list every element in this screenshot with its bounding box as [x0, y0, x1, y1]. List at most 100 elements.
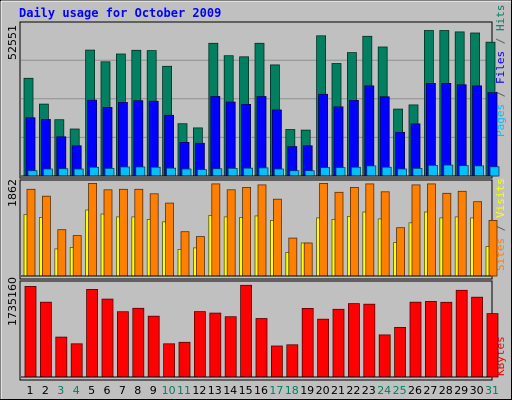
- kbytes-bar: [270, 345, 283, 378]
- pages-bar: [427, 164, 438, 177]
- kbytes-bar: [455, 289, 468, 378]
- day-label: 29: [454, 384, 468, 397]
- legend-hits: Hits: [494, 5, 507, 32]
- day-label: 11: [177, 384, 191, 397]
- pages-bar: [397, 168, 408, 177]
- sites-bar: [426, 183, 436, 277]
- day-label: 7: [119, 384, 126, 397]
- files-bar: [364, 85, 375, 177]
- files-bar: [25, 117, 36, 177]
- pages-bar: [73, 168, 84, 177]
- pages-bar: [350, 166, 361, 177]
- kbytes-bar: [55, 336, 68, 378]
- sites-bar: [149, 193, 159, 277]
- pages-bar: [104, 167, 115, 177]
- pages-bar: [335, 167, 346, 177]
- files-bar: [41, 119, 51, 177]
- sites-bar: [211, 183, 221, 277]
- files-bar: [472, 85, 483, 177]
- files-bar: [118, 102, 128, 177]
- day-labels: 1 2 3 4 5 6 7 8 9 10 11 12 13 14 15 16 17 18 19 20 21 22 23 24 2…: [27, 384, 500, 397]
- sites-bar: [334, 191, 344, 277]
- day-label: 19: [300, 384, 314, 397]
- pages-bar: [89, 166, 99, 177]
- pages-bar: [366, 165, 377, 177]
- day-label: 28: [439, 384, 453, 397]
- day-label: 1: [27, 384, 34, 397]
- sites-bar: [134, 188, 144, 277]
- sites-bar: [26, 188, 36, 277]
- kbytes-bar: [193, 311, 206, 378]
- files-bar: [241, 104, 252, 177]
- sites-bar: [411, 184, 421, 277]
- sites-bar: [272, 198, 282, 277]
- files-bar: [456, 84, 467, 177]
- chart-title: Daily usage for October 2009: [19, 6, 221, 20]
- day-label: 9: [150, 384, 157, 397]
- day-label: 4: [73, 384, 80, 397]
- day-label: 14: [223, 384, 237, 397]
- pages-bar: [443, 164, 454, 177]
- kbytes-bar: [209, 312, 222, 378]
- kbytes-bar: [301, 307, 314, 378]
- kbytes-bar: [317, 318, 330, 378]
- sites-bar: [457, 190, 467, 277]
- sites-bar: [473, 201, 483, 277]
- kbytes-bar: [332, 308, 345, 378]
- sites-bar: [396, 227, 406, 277]
- kbytes-bar: [101, 298, 114, 378]
- pages-bar: [289, 170, 300, 177]
- pages-bar: [135, 166, 146, 177]
- files-bar: [271, 109, 282, 177]
- hits-ymax-label: 52551: [6, 25, 19, 60]
- files-bar: [333, 106, 344, 177]
- pages-bar: [196, 169, 207, 177]
- kbytes-bar: [347, 303, 360, 378]
- files-bar: [256, 96, 267, 177]
- kbytes-bar: [440, 301, 453, 378]
- kbytes-ymax-label: 1735160: [6, 277, 19, 326]
- day-label: 30: [470, 384, 484, 397]
- kbytes-bar: [363, 303, 376, 378]
- pages-bar: [181, 168, 192, 177]
- kbytes-bar: [394, 326, 407, 378]
- kbytes-bar: [132, 307, 145, 378]
- legend-sep: /: [494, 31, 507, 51]
- sites-bar: [165, 202, 175, 277]
- sites-bar: [349, 186, 359, 277]
- pages-bar: [320, 167, 331, 177]
- sites-bar: [103, 189, 113, 277]
- day-label: 3: [57, 384, 64, 397]
- day-label: 21: [331, 384, 345, 397]
- day-label: 23: [362, 384, 376, 397]
- day-label: 25: [393, 384, 407, 397]
- kbytes-bar: [409, 301, 422, 378]
- kbytes-bar: [163, 343, 176, 378]
- sites-bar: [195, 236, 205, 277]
- legend-visits: Visits: [494, 178, 507, 218]
- pages-bar: [150, 166, 161, 177]
- pages-bar: [43, 168, 53, 177]
- sites-bar: [442, 192, 452, 277]
- pages-bar: [243, 167, 254, 177]
- files-bar: [379, 96, 390, 177]
- sites-bar: [180, 231, 190, 277]
- day-label: 10: [162, 384, 176, 397]
- sites-bar: [226, 189, 236, 277]
- kbytes-bar: [378, 334, 391, 378]
- files-bar: [164, 114, 175, 177]
- pages-bar: [166, 167, 177, 177]
- pages-bar: [489, 166, 500, 177]
- visits-ymax-label: 1862: [6, 179, 19, 207]
- sites-bar: [319, 182, 329, 277]
- sites-bar: [57, 229, 67, 277]
- pages-bar: [458, 165, 469, 177]
- kbytes-bar: [424, 300, 437, 378]
- kbytes-bar: [70, 343, 83, 378]
- files-bar: [148, 100, 159, 177]
- pages-bar: [258, 167, 269, 177]
- day-label: 15: [239, 384, 253, 397]
- files-bar: [487, 92, 498, 177]
- pages-bar: [227, 167, 238, 177]
- day-label: 17: [269, 384, 283, 397]
